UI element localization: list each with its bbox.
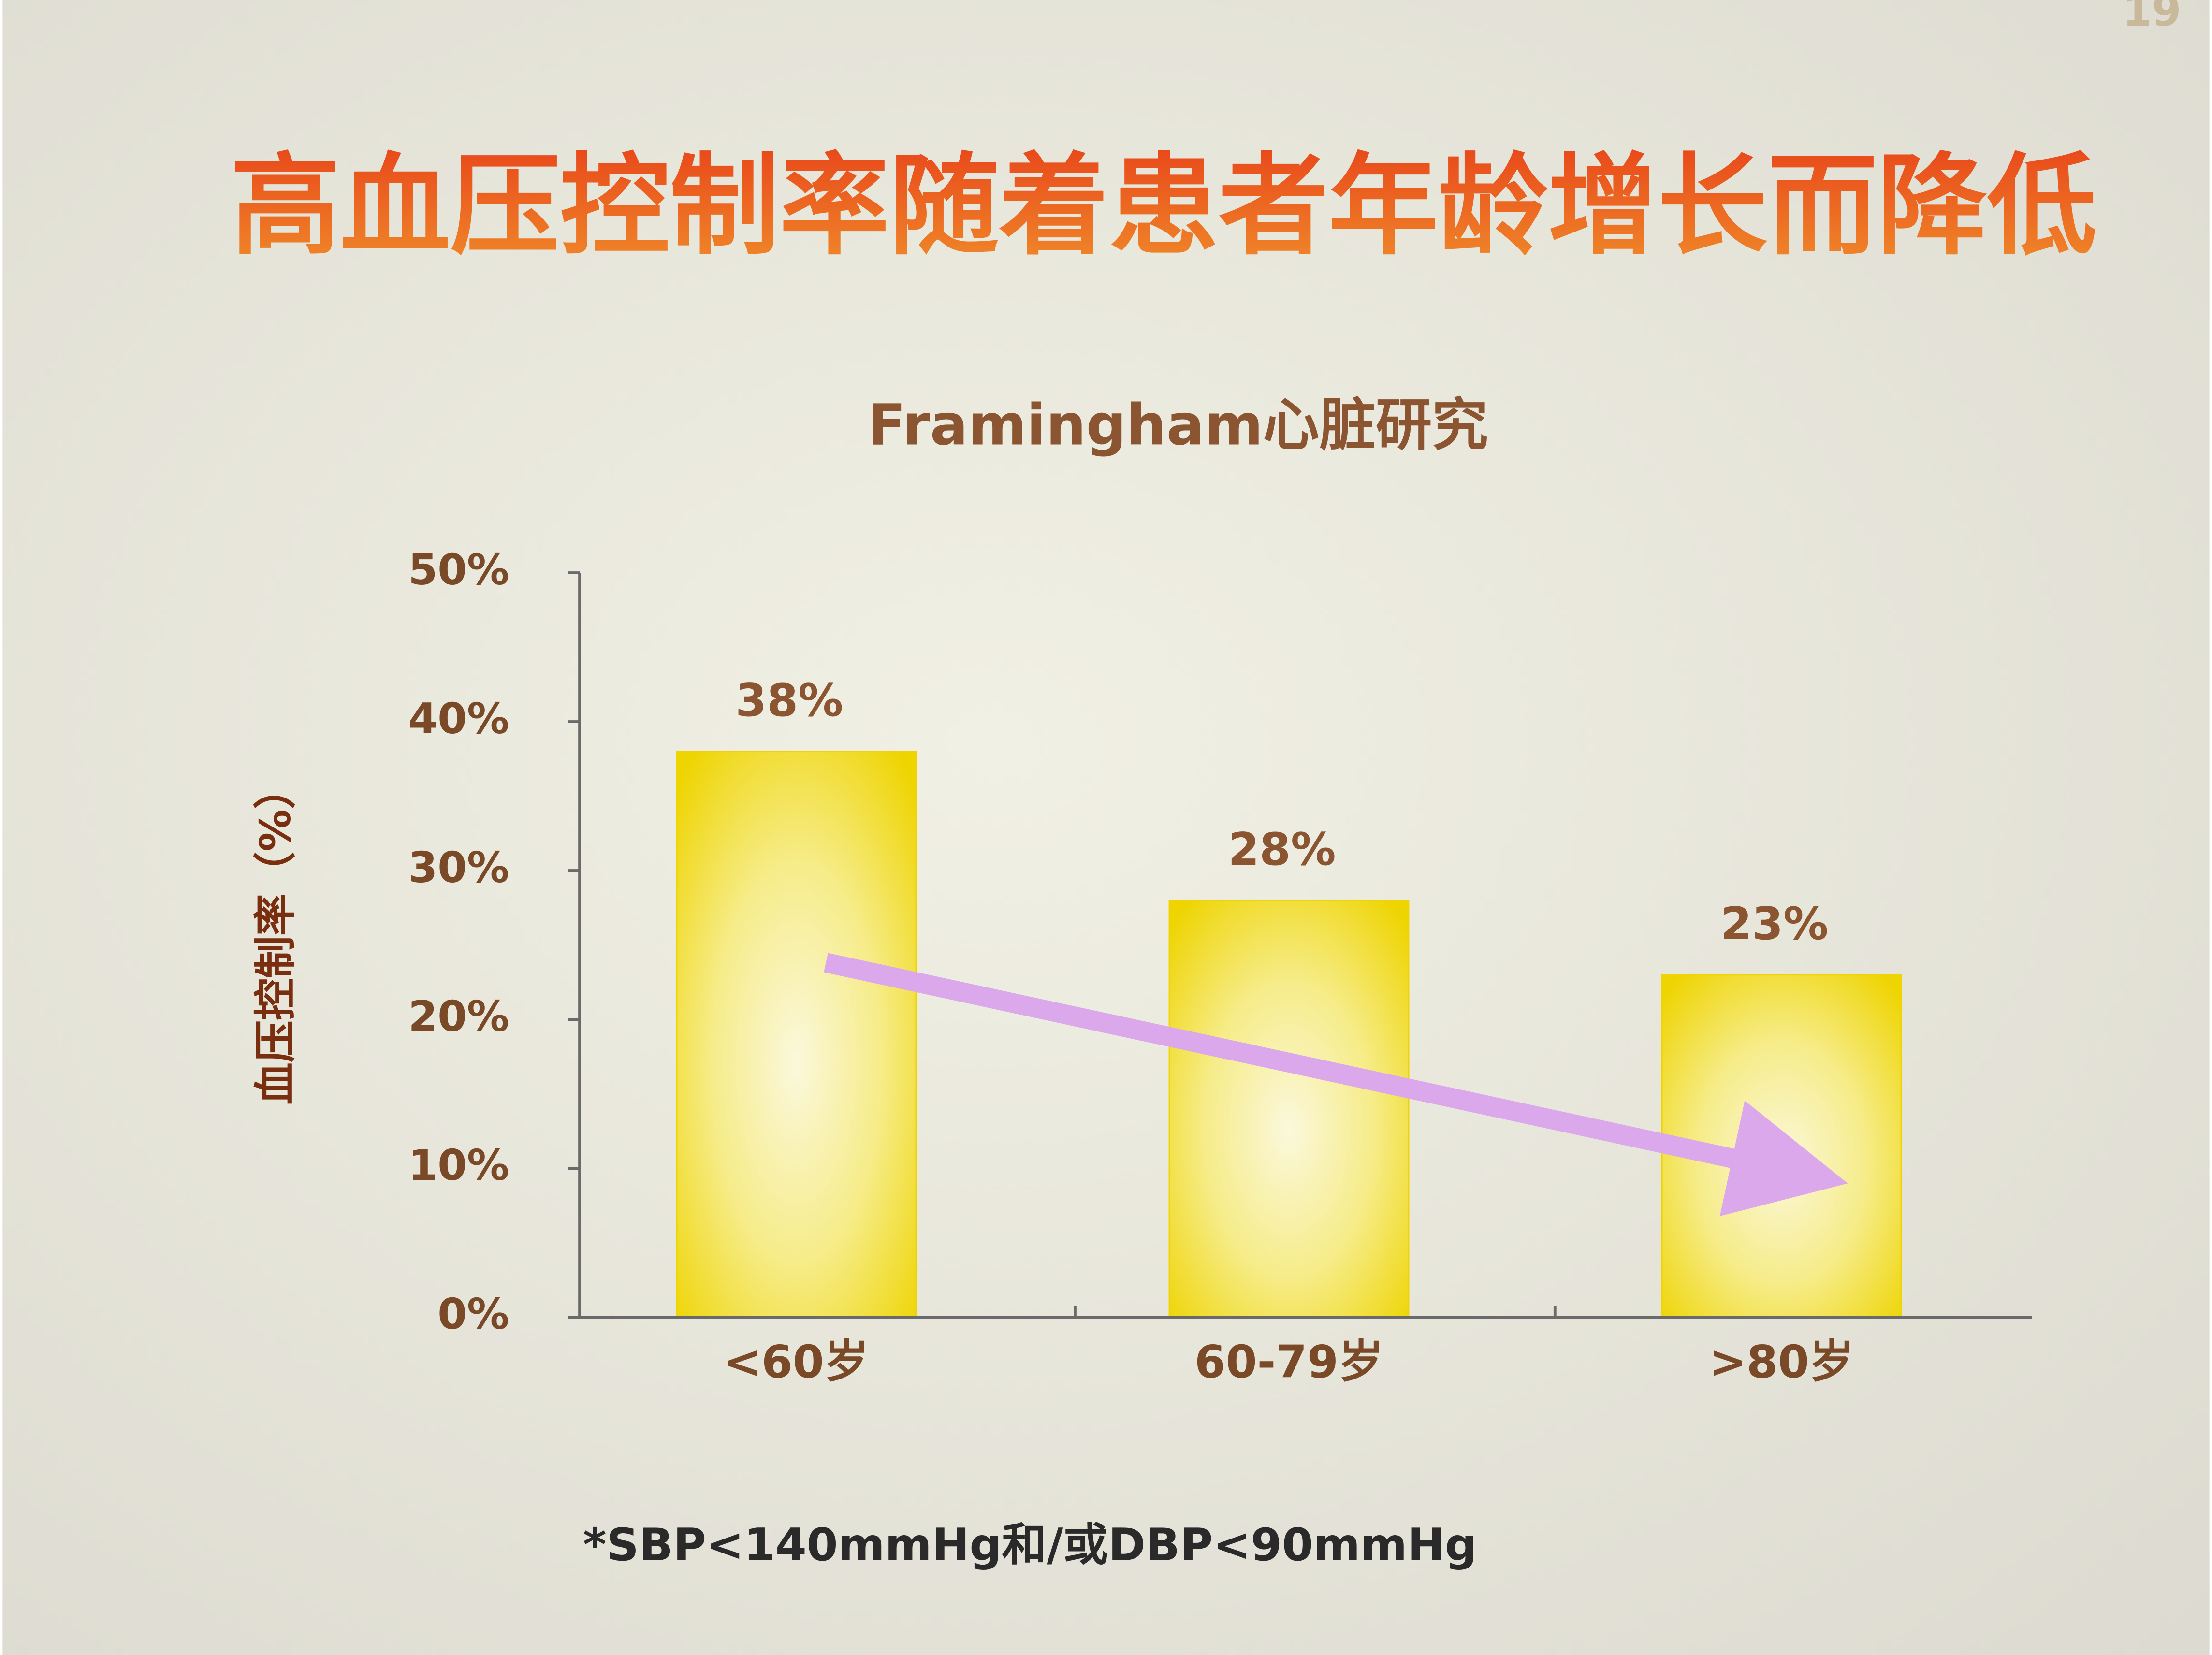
x-tick-label: <60岁	[724, 1336, 869, 1388]
value-label: 28%	[1228, 823, 1336, 875]
bar	[1168, 900, 1410, 1318]
footnote: *SBP<140mmHg和/或DBP<90mmHg	[583, 1519, 1477, 1571]
y-tick-label: 10%	[408, 1141, 509, 1190]
y-tick-label: 0%	[437, 1290, 509, 1339]
x-tick-label: >80岁	[1709, 1336, 1854, 1388]
chart-title: 高血压控制率随着患者年龄增长而降低	[231, 142, 2097, 270]
y-axis-label: 血压控制率（%）	[251, 767, 300, 1105]
bar	[676, 751, 917, 1318]
chart-subtitle: Framingham心脏研究	[867, 393, 1488, 458]
y-tick-label: 30%	[408, 843, 509, 892]
y-tick-label: 40%	[408, 694, 509, 743]
y-tick-label: 20%	[408, 992, 509, 1041]
x-tick-label: 60-79岁	[1194, 1336, 1383, 1388]
page-number: 19	[2123, 0, 2182, 36]
value-label: 23%	[1721, 898, 1829, 950]
value-label: 38%	[735, 674, 843, 726]
trend-arrow	[824, 953, 1848, 1217]
y-tick-label: 50%	[408, 545, 509, 595]
plot-area: 0% 10% 20% 30% 40% 50% <60岁 38% 60-79岁 28% >80岁 23%	[408, 545, 1902, 1388]
